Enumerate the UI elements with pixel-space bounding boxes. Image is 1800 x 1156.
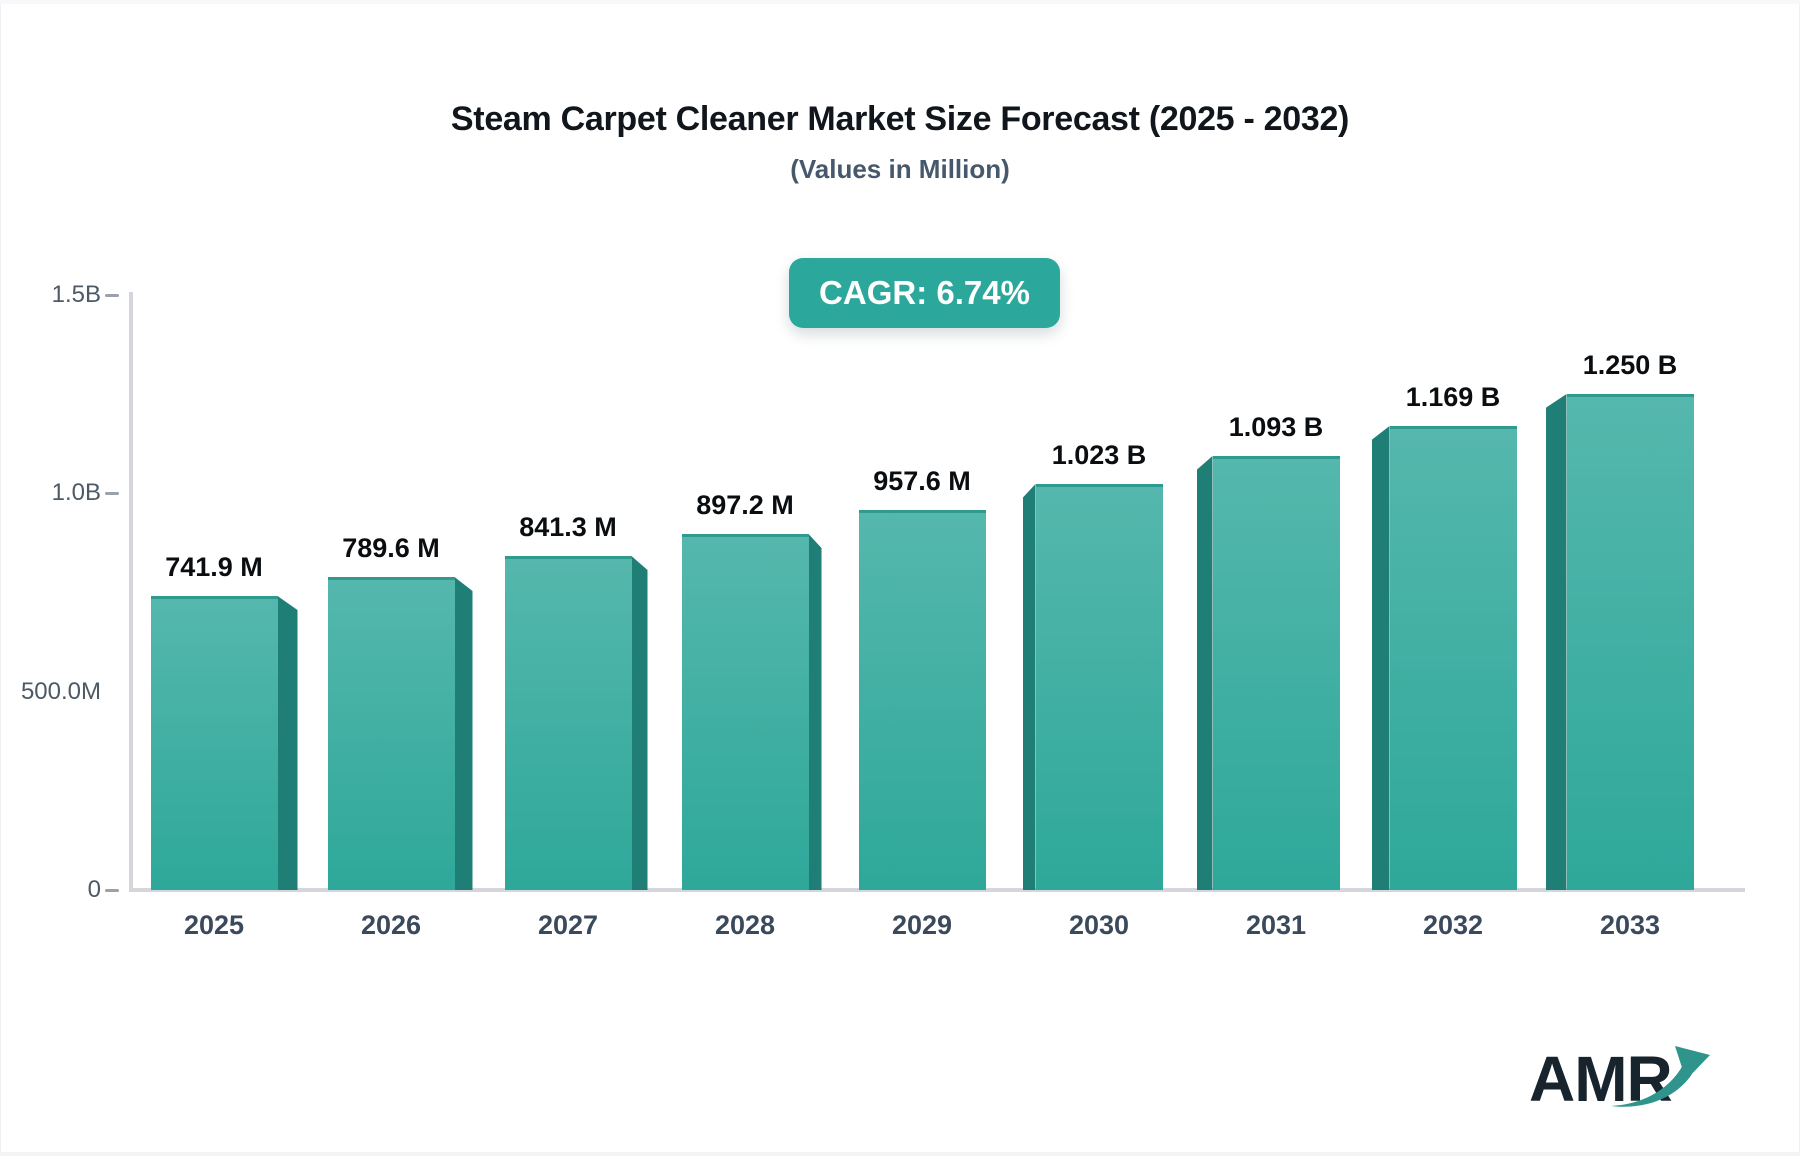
bar <box>1566 394 1694 890</box>
chart-canvas: Steam Carpet Cleaner Market Size Forecas… <box>0 4 1800 1156</box>
bar-side-face <box>454 577 473 890</box>
bar-value-label: 1.250 B <box>1582 350 1678 380</box>
bar-value-label: 841.3 M <box>519 512 617 542</box>
bar-side-face <box>631 556 648 890</box>
arrow-swoosh <box>1611 1065 1692 1107</box>
bar-side-face <box>1196 456 1213 890</box>
bar-value-label: 1.023 B <box>1051 440 1147 470</box>
bar <box>150 596 278 890</box>
bar <box>1035 484 1163 890</box>
bar-value-label: 1.093 B <box>1228 412 1324 442</box>
arrow-head <box>1675 1046 1710 1080</box>
x-axis-label: 2026 <box>360 910 422 940</box>
bar <box>504 556 632 890</box>
y-axis-tick-label: 1.5B <box>51 281 101 308</box>
bar-side-face <box>1022 484 1036 890</box>
bar <box>858 510 986 890</box>
y-axis-line <box>129 292 133 892</box>
plot-area: 1.5B 1.0B 500.0M 0 741.9 M 2025 789.6 M 2026 841… <box>1 4 1799 1152</box>
bar-value-label: 957.6 M <box>873 466 971 496</box>
chart-title: Steam Carpet Cleaner Market Size Forecas… <box>450 100 1350 138</box>
x-axis-label: 2033 <box>1599 910 1661 940</box>
chart-subtitle: (Values in Million) <box>790 154 1010 184</box>
bar-side-face <box>1371 426 1390 890</box>
bar-value-label: 897.2 M <box>696 490 794 520</box>
cagr-badge: CAGR: 6.74% <box>789 258 1060 328</box>
x-axis-label: 2031 <box>1245 910 1307 940</box>
y-axis-tick-label: 0 <box>87 876 101 903</box>
x-axis-label: 2025 <box>183 910 245 940</box>
x-axis-label: 2027 <box>537 910 599 940</box>
y-axis-tick-mark <box>105 294 119 297</box>
x-axis-label: 2029 <box>891 910 953 940</box>
amr-logo: AMR <box>1521 1036 1731 1126</box>
y-axis-tick-mark <box>105 889 119 892</box>
y-axis-tick-label: 1.0B <box>51 479 101 507</box>
y-axis-tick-label: 500.0M <box>20 677 101 705</box>
bar <box>1389 426 1517 890</box>
bar-value-label: 1.169 B <box>1405 382 1501 412</box>
bar-side-face <box>277 596 298 890</box>
x-axis-label: 2028 <box>714 910 776 940</box>
bar <box>1212 456 1340 890</box>
bar <box>327 577 455 890</box>
x-axis-label: 2032 <box>1422 910 1484 940</box>
amr-logo-arrow-icon <box>1611 1046 1710 1107</box>
bar <box>681 534 809 890</box>
bar-value-label: 741.9 M <box>165 552 263 582</box>
bar-value-label: 789.6 M <box>342 533 440 563</box>
bar-side-face <box>1545 394 1567 890</box>
y-axis-tick-mark <box>105 492 119 496</box>
bar-side-face <box>808 534 822 890</box>
x-axis-line <box>129 888 1745 892</box>
x-axis-label: 2030 <box>1068 910 1130 940</box>
